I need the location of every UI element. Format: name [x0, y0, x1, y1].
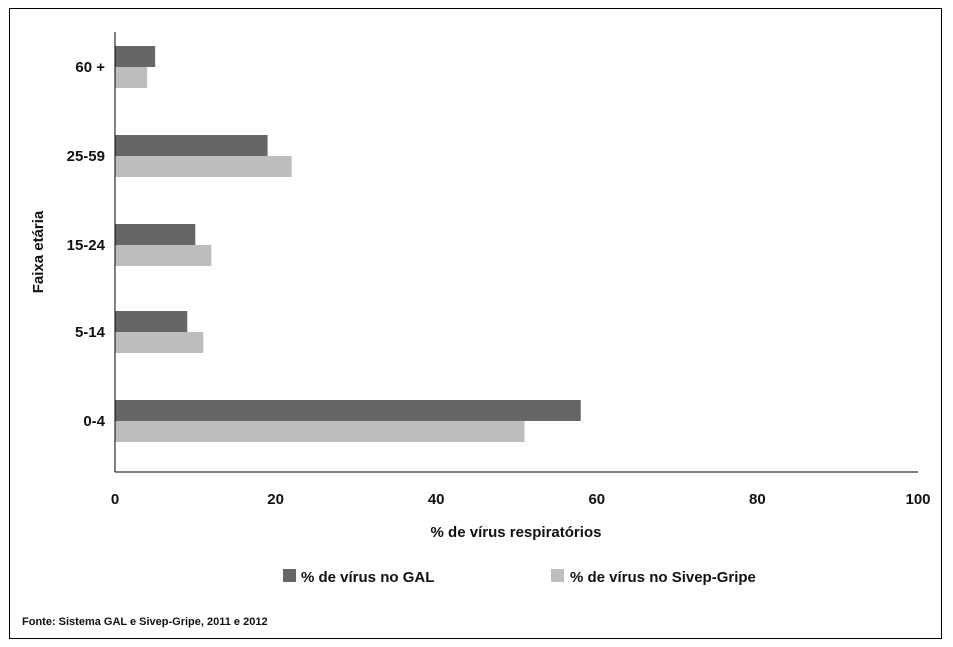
y-tick-label: 0-4: [83, 413, 105, 430]
x-tick-label: 40: [428, 491, 445, 508]
x-tick-label: 100: [905, 491, 930, 508]
bar-gal-0-4: [115, 400, 581, 421]
y-axis-title: Faixa etária: [30, 210, 47, 293]
y-tick-label: 60 +: [75, 59, 105, 76]
y-tick-label: 15-24: [67, 237, 106, 254]
x-tick-label: 60: [588, 491, 605, 508]
source-note: Fonte: Sistema GAL e Sivep-Gripe, 2011 e…: [22, 616, 268, 628]
bar-gal-5-14: [115, 311, 188, 332]
bar-sivep-25-59: [115, 156, 292, 177]
y-tick-label: 25-59: [67, 148, 105, 165]
legend-label-sivep: % de vírus no Sivep-Gripe: [570, 569, 756, 586]
bar-sivep-5-14: [115, 332, 204, 353]
y-tick-label: 5-14: [75, 324, 106, 341]
bar-gal-25-59: [115, 135, 268, 156]
x-tick-label: 0: [111, 491, 119, 508]
legend-label-gal: % de vírus no GAL: [301, 569, 434, 586]
x-tick-label: 80: [749, 491, 766, 508]
bar-sivep-15-24: [115, 245, 212, 266]
bar-gal-60plus: [115, 46, 156, 67]
bar-sivep-60plus: [115, 67, 148, 88]
legend-swatch-sivep: [551, 569, 564, 582]
x-tick-label: 20: [267, 491, 284, 508]
bar-sivep-0-4: [115, 421, 525, 442]
legend-swatch-gal: [283, 569, 296, 582]
bar-gal-15-24: [115, 224, 196, 245]
x-axis-title: % de vírus respiratórios: [431, 524, 602, 541]
legend: % de vírus no GAL % de vírus no Sivep-Gr…: [283, 569, 756, 586]
